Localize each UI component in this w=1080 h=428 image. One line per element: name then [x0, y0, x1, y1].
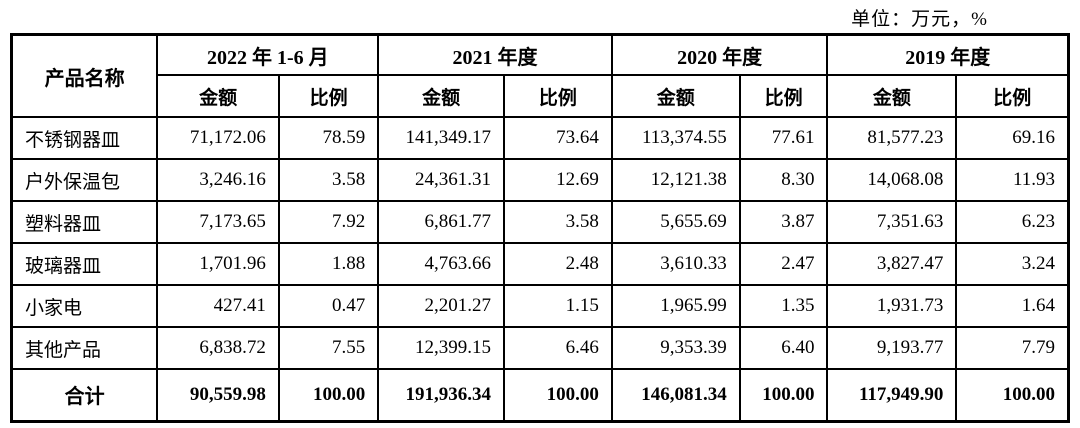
ratio-cell: 0.47 [277, 284, 380, 328]
ratio-cell: 12.69 [503, 158, 613, 202]
amount-cell: 1,965.99 [610, 284, 741, 328]
amount-cell: 6,838.72 [156, 326, 280, 370]
product-name-cell: 小家电 [10, 284, 159, 328]
ratio-cell: 77.61 [738, 116, 829, 160]
amount-cell: 7,351.63 [826, 200, 958, 244]
col-header-amount-2020: 金额 [610, 74, 741, 118]
amount-cell: 117,949.90 [826, 368, 958, 422]
period-header-2020: 2020 年度 [610, 33, 829, 76]
col-header-product-name: 产品名称 [10, 33, 159, 118]
amount-cell: 9,193.77 [826, 326, 958, 370]
ratio-cell: 3.58 [277, 158, 380, 202]
amount-cell: 7,173.65 [156, 200, 280, 244]
amount-cell: 12,121.38 [610, 158, 741, 202]
amount-cell: 2,201.27 [377, 284, 506, 328]
ratio-cell: 7.79 [955, 326, 1070, 370]
product-name-cell: 不锈钢器皿 [10, 116, 159, 160]
col-header-amount-2022h1: 金额 [156, 74, 280, 118]
amount-cell: 90,559.98 [156, 368, 280, 422]
ratio-cell: 6.46 [503, 326, 613, 370]
header-period-row: 产品名称 2022 年 1-6 月 2021 年度 2020 年度 2019 年… [10, 33, 1070, 118]
amount-cell: 3,246.16 [156, 158, 280, 202]
table-row: 户外保温包 3,246.16 3.58 24,361.31 12.69 12,1… [10, 158, 1070, 202]
col-header-ratio-2020: 比例 [738, 74, 829, 118]
total-label-cell: 合计 [10, 368, 159, 422]
total-row: 合计 90,559.98 100.00 191,936.34 100.00 14… [10, 368, 1070, 422]
ratio-cell: 69.16 [955, 116, 1070, 160]
amount-cell: 14,068.08 [826, 158, 958, 202]
ratio-cell: 2.47 [738, 242, 829, 286]
amount-cell: 1,701.96 [156, 242, 280, 286]
amount-cell: 9,353.39 [610, 326, 741, 370]
ratio-cell: 1.35 [738, 284, 829, 328]
amount-cell: 12,399.15 [377, 326, 506, 370]
period-header-2021: 2021 年度 [377, 33, 613, 76]
amount-cell: 146,081.34 [610, 368, 741, 422]
ratio-cell: 1.64 [955, 284, 1070, 328]
ratio-cell: 78.59 [277, 116, 380, 160]
table-row: 其他产品 6,838.72 7.55 12,399.15 6.46 9,353.… [10, 326, 1070, 370]
product-name-cell: 户外保温包 [10, 158, 159, 202]
product-revenue-table: 产品名称 2022 年 1-6 月 2021 年度 2020 年度 2019 年… [10, 33, 1070, 423]
col-header-ratio-2021: 比例 [503, 74, 613, 118]
col-header-amount-2019: 金额 [826, 74, 958, 118]
ratio-cell: 7.55 [277, 326, 380, 370]
amount-cell: 1,931.73 [826, 284, 958, 328]
ratio-cell: 1.15 [503, 284, 613, 328]
ratio-cell: 6.23 [955, 200, 1070, 244]
table-row: 小家电 427.41 0.47 2,201.27 1.15 1,965.99 1… [10, 284, 1070, 328]
amount-cell: 6,861.77 [377, 200, 506, 244]
ratio-cell: 2.48 [503, 242, 613, 286]
product-name-cell: 玻璃器皿 [10, 242, 159, 286]
product-name-cell: 其他产品 [10, 326, 159, 370]
period-header-2022h1: 2022 年 1-6 月 [156, 33, 380, 76]
ratio-cell: 100.00 [503, 368, 613, 422]
ratio-cell: 7.92 [277, 200, 380, 244]
table-row: 不锈钢器皿 71,172.06 78.59 141,349.17 73.64 1… [10, 116, 1070, 160]
amount-cell: 5,655.69 [610, 200, 741, 244]
ratio-cell: 100.00 [738, 368, 829, 422]
col-header-amount-2021: 金额 [377, 74, 506, 118]
amount-cell: 3,827.47 [826, 242, 958, 286]
amount-cell: 427.41 [156, 284, 280, 328]
amount-cell: 4,763.66 [377, 242, 506, 286]
ratio-cell: 3.24 [955, 242, 1070, 286]
amount-cell: 191,936.34 [377, 368, 506, 422]
amount-cell: 3,610.33 [610, 242, 741, 286]
ratio-cell: 6.40 [738, 326, 829, 370]
ratio-cell: 8.30 [738, 158, 829, 202]
ratio-cell: 73.64 [503, 116, 613, 160]
ratio-cell: 100.00 [955, 368, 1070, 422]
period-header-2019: 2019 年度 [826, 33, 1070, 76]
table-row: 塑料器皿 7,173.65 7.92 6,861.77 3.58 5,655.6… [10, 200, 1070, 244]
amount-cell: 113,374.55 [610, 116, 741, 160]
col-header-ratio-2022h1: 比例 [277, 74, 380, 118]
ratio-cell: 11.93 [955, 158, 1070, 202]
col-header-ratio-2019: 比例 [955, 74, 1070, 118]
ratio-cell: 1.88 [277, 242, 380, 286]
ratio-cell: 100.00 [277, 368, 380, 422]
amount-cell: 141,349.17 [377, 116, 506, 160]
ratio-cell: 3.58 [503, 200, 613, 244]
unit-note: 单位：万元，% [851, 9, 988, 30]
amount-cell: 71,172.06 [156, 116, 280, 160]
header-sub-row: 金额 比例 金额 比例 金额 比例 金额 比例 [12, 74, 1070, 118]
product-name-cell: 塑料器皿 [10, 200, 159, 244]
ratio-cell: 3.87 [738, 200, 829, 244]
amount-cell: 24,361.31 [377, 158, 506, 202]
amount-cell: 81,577.23 [826, 116, 958, 160]
table-row: 玻璃器皿 1,701.96 1.88 4,763.66 2.48 3,610.3… [10, 242, 1070, 286]
